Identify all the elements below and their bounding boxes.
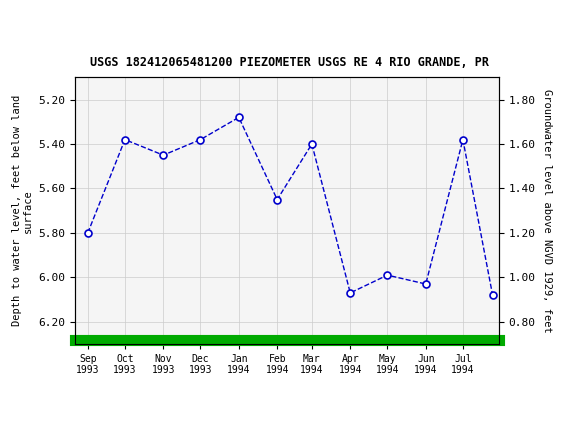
Y-axis label: Depth to water level, feet below land
surface: Depth to water level, feet below land su… [12, 95, 33, 326]
Text: ≡USGS: ≡USGS [12, 16, 70, 35]
Y-axis label: Groundwater level above NGVD 1929, feet: Groundwater level above NGVD 1929, feet [542, 89, 552, 332]
Text: USGS 182412065481200 PIEZOMETER USGS RE 4 RIO GRANDE, PR: USGS 182412065481200 PIEZOMETER USGS RE … [90, 56, 490, 69]
